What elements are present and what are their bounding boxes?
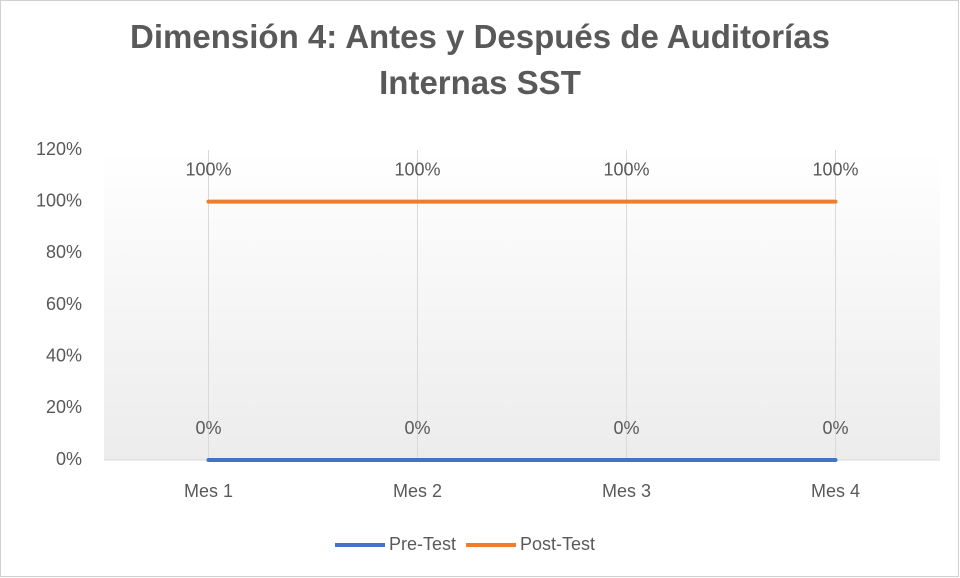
data-label: 100%	[812, 159, 858, 179]
data-label: 100%	[603, 159, 649, 179]
legend-label: Pre-Test	[389, 534, 456, 554]
legend-label: Post-Test	[520, 534, 595, 554]
y-tick-label: 0%	[56, 449, 82, 469]
plot-area	[104, 150, 940, 460]
y-tick-label: 120%	[36, 139, 82, 159]
y-tick-label: 100%	[36, 190, 82, 210]
y-tick-label: 60%	[46, 294, 82, 314]
y-tick-label: 80%	[46, 242, 82, 262]
y-tick-label: 20%	[46, 397, 82, 417]
data-label: 100%	[185, 159, 231, 179]
data-label: 0%	[822, 418, 848, 438]
x-tick-label: Mes 4	[811, 481, 860, 501]
data-label: 0%	[404, 418, 430, 438]
data-label: 100%	[394, 159, 440, 179]
data-label: 0%	[613, 418, 639, 438]
data-label: 0%	[195, 418, 221, 438]
x-tick-label: Mes 1	[184, 481, 233, 501]
chart-title: Dimensión 4: Antes y Después de Auditorí…	[130, 18, 830, 101]
y-tick-label: 40%	[46, 345, 82, 365]
x-tick-label: Mes 3	[602, 481, 651, 501]
x-tick-label: Mes 2	[393, 481, 442, 501]
